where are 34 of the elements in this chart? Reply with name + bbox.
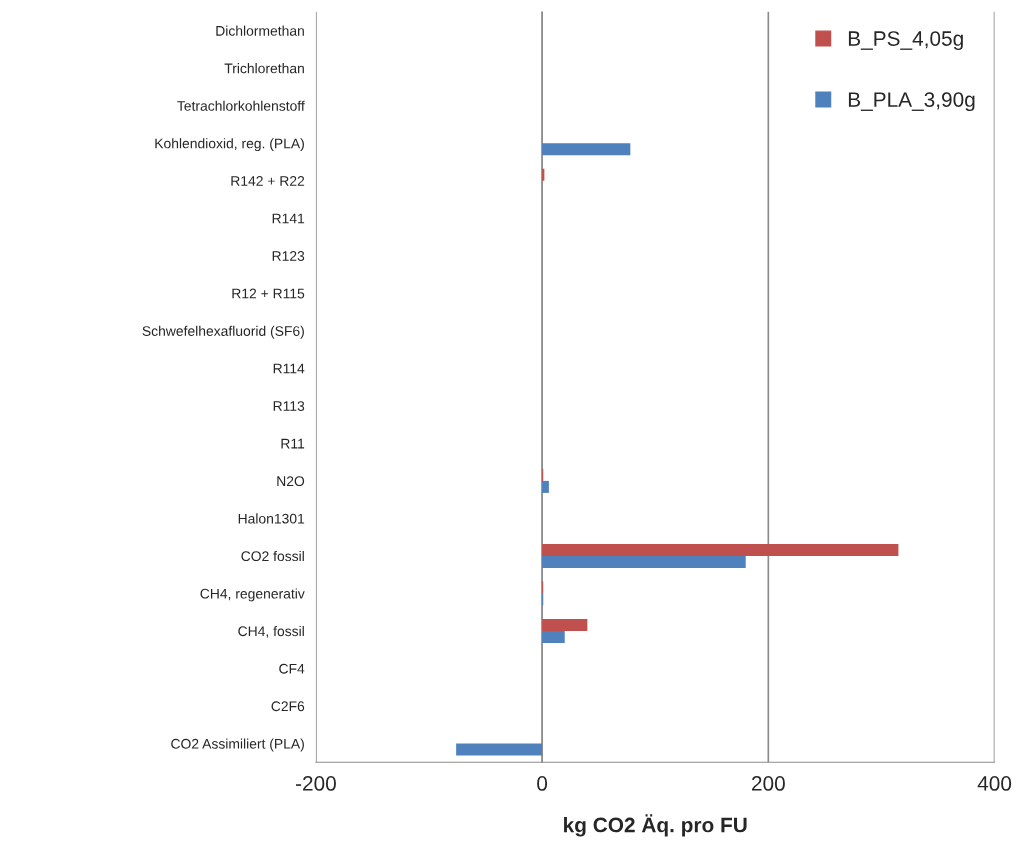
y-tick-label: Kohlendioxid, reg. (PLA) <box>155 138 304 152</box>
y-tick-label: CF4 <box>279 663 305 674</box>
y-tick-label: N2O <box>277 476 305 487</box>
y-tick-label: R141 <box>272 213 305 224</box>
bar <box>542 543 899 556</box>
y-tick-label: Tetrachlorkohlenstoff <box>177 100 305 111</box>
y-tick-label: CH4, regenerativ <box>200 588 305 602</box>
bar <box>542 618 588 631</box>
bar <box>542 143 631 156</box>
bar <box>456 743 543 756</box>
y-tick-label: Dichlormethan <box>216 25 304 36</box>
bar <box>542 480 549 493</box>
x-axis-title: kg CO2 Äq. pro FU <box>564 814 747 837</box>
x-tick-label: 0 <box>537 776 548 791</box>
x-tick-label: 200 <box>752 776 785 791</box>
y-tick-label: C2F6 <box>271 701 305 712</box>
y-tick-label: CO2 fossil <box>241 550 304 562</box>
y-tick-label: R12 + R115 <box>232 288 305 299</box>
y-tick-label: R114 <box>273 363 305 374</box>
y-tick-label: R142 + R22 <box>231 176 305 186</box>
y-tick-label: CH4, fossil <box>238 625 304 638</box>
bar <box>542 630 565 643</box>
y-tick-label: Trichlorethan <box>224 63 304 74</box>
y-tick-label: CO2 Assimiliert (PLA) <box>171 738 304 752</box>
x-tick-label: 400 <box>977 776 1012 791</box>
y-tick-label: R11 <box>281 438 305 449</box>
y-tick-label: Schwefelhexafluorid (SF6) <box>142 325 304 339</box>
legend-label: B_PLA_3,90g <box>848 92 975 112</box>
y-tick-label: Halon1301 <box>238 513 305 524</box>
legend-label: B_PS_4,05g <box>848 31 963 51</box>
bar <box>542 555 746 568</box>
x-tick-label: -200 <box>295 776 336 791</box>
y-tick-label: R123 <box>272 251 305 261</box>
y-tick-label: R113 <box>273 401 305 412</box>
